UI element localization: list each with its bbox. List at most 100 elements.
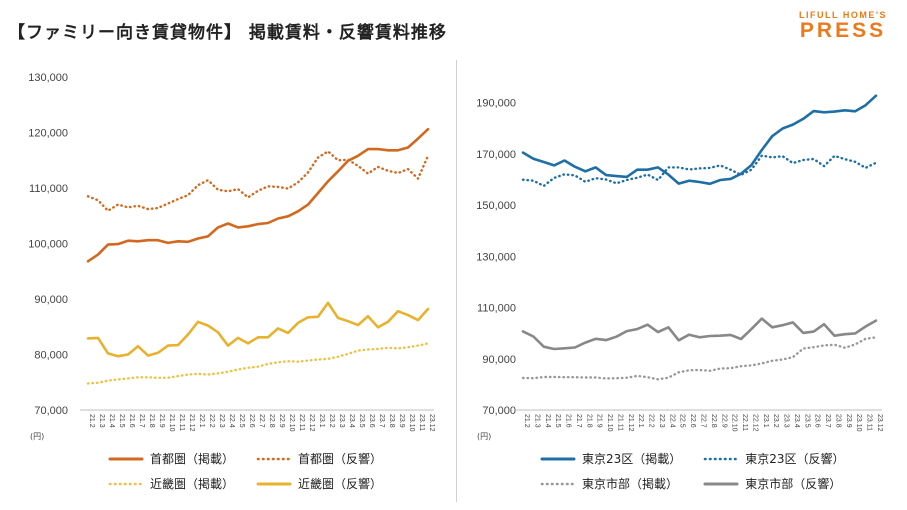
x-tick-label: 21.6 <box>565 414 572 428</box>
x-tick-label: 22.3 <box>658 414 665 428</box>
series-line-1 <box>86 127 430 263</box>
legend-label: 首都圏（掲載） <box>150 452 235 466</box>
x-tick-label: 22.9 <box>720 414 727 428</box>
series-line-2 <box>86 150 430 213</box>
panel-divider <box>456 60 457 502</box>
x-tick-label: 23.4 <box>793 414 800 428</box>
y-tick-label: 100,000 <box>28 239 68 251</box>
series-line-3 <box>521 336 878 381</box>
legend-item: 東京市部（掲載） <box>540 475 681 492</box>
legend-item: 近畿圏（掲載） <box>108 475 234 492</box>
x-tick-label: 21.8 <box>585 414 592 428</box>
legend-item: 首都圏（掲載） <box>108 450 234 467</box>
x-tick-label: 23.9 <box>398 414 405 428</box>
x-tick-label: 23.10 <box>855 414 862 432</box>
page-title: 【ファミリー向き賃貸物件】 掲載賃料・反響賃料推移 <box>8 23 447 43</box>
x-tick-label: 21.9 <box>158 414 165 428</box>
x-tick-label: 23.9 <box>845 414 852 428</box>
y-tick-label: 170,000 <box>476 149 516 161</box>
x-tick-label: 23.6 <box>814 414 821 428</box>
x-tick-label: 23.8 <box>834 414 841 428</box>
x-tick-label: 23.1 <box>318 414 325 428</box>
legend-label: 東京23区（反響） <box>745 452 845 466</box>
x-tick-label: 21.3 <box>533 414 540 428</box>
logo-wordmark: PRESS <box>799 19 887 42</box>
x-tick-label: 22.5 <box>238 414 245 428</box>
legend-item: 東京23区（掲載） <box>540 450 681 467</box>
x-tick-label: 22.5 <box>679 414 686 428</box>
legend-right: 東京23区（掲載） 東京23区（反響） 東京市部（掲載） 東京市部（反響） <box>540 450 845 492</box>
x-tick-label: 21.4 <box>108 414 115 428</box>
legend-left: 首都圏（掲載） 首都圏（反響） 近畿圏（掲載） 近畿圏（反響） <box>108 450 382 492</box>
y-tick-label: 90,000 <box>34 294 68 306</box>
legend-swatch <box>108 457 144 460</box>
y-tick-label: 90,000 <box>482 354 516 366</box>
x-tick-label: 21.12 <box>627 414 634 432</box>
x-tick-label: 21.4 <box>544 414 551 428</box>
legend-swatch <box>703 482 739 485</box>
legend-swatch <box>703 457 739 460</box>
legend-item: 東京市部（反響） <box>703 475 844 492</box>
x-tick-label: 22.8 <box>268 414 275 428</box>
x-tick-label: 22.1 <box>198 414 205 428</box>
x-tick-label: 23.7 <box>378 414 385 428</box>
x-tick-label: 21.10 <box>168 414 175 432</box>
y-tick-label: 150,000 <box>476 200 516 212</box>
series-line-3 <box>86 342 430 385</box>
x-tick-label: 21.5 <box>118 414 125 428</box>
x-tick-label: 21.7 <box>138 414 145 428</box>
x-tick-label: 22.4 <box>668 414 675 428</box>
x-tick-label: 22.2 <box>648 414 655 428</box>
x-tick-label: 21.5 <box>554 414 561 428</box>
x-tick-label: 23.10 <box>408 414 415 432</box>
legend-label: 東京23区（掲載） <box>582 452 682 466</box>
x-tick-label: 22.1 <box>637 414 644 428</box>
legend-label: 東京市部（掲載） <box>582 477 679 491</box>
x-tick-label: 23.8 <box>388 414 395 428</box>
y-tick-label: 70,000 <box>482 405 516 417</box>
x-tick-label: 22.9 <box>278 414 285 428</box>
x-tick-label: 23.5 <box>803 414 810 428</box>
x-tick-label: 23.3 <box>338 414 345 428</box>
x-tick-label: 23.12 <box>876 414 883 432</box>
x-tick-label: 23.11 <box>418 414 425 431</box>
x-tick-label: 21.11 <box>178 414 185 431</box>
y-tick-label: 80,000 <box>34 350 68 362</box>
x-tick-label: 22.8 <box>710 414 717 428</box>
x-tick-label: 23.3 <box>783 414 790 428</box>
chart-2: 70,000 90,000 110,000 130,000 150,000 170,000… <box>476 94 883 441</box>
x-tick-label: 21.11 <box>616 414 623 431</box>
x-tick-label: 21.3 <box>98 414 105 428</box>
series-line-4 <box>521 317 878 351</box>
series-line-4 <box>86 301 430 358</box>
legend-swatch <box>108 482 144 485</box>
x-tick-label: 21.12 <box>188 414 195 432</box>
x-tick-label: 23.4 <box>348 414 355 428</box>
legend-label: 首都圏（反響） <box>298 452 383 466</box>
x-tick-label: 22.4 <box>228 414 235 428</box>
x-tick-label: 21.7 <box>575 414 582 428</box>
x-tick-label: 21.9 <box>596 414 603 428</box>
y-tick-label: 120,000 <box>28 128 68 140</box>
legend-swatch <box>256 457 292 460</box>
x-tick-label: 22.3 <box>218 414 225 428</box>
x-tick-label: 22.11 <box>741 414 748 431</box>
y-tick-label: 70,000 <box>34 405 68 417</box>
x-tick-label: 21.8 <box>148 414 155 428</box>
y-tick-label: 110,000 <box>29 183 68 195</box>
x-tick-label: 22.6 <box>248 414 255 428</box>
logo-tagline: LIFULL HOME'S <box>799 10 887 20</box>
unit-label: (円) <box>30 432 44 441</box>
legend-swatch <box>256 482 292 485</box>
x-tick-label: 22.7 <box>700 414 707 428</box>
x-tick-label: 22.12 <box>751 414 758 432</box>
x-tick-label: 22.6 <box>689 414 696 428</box>
y-tick-label: 190,000 <box>476 98 516 110</box>
x-tick-label: 22.12 <box>308 414 315 432</box>
x-tick-label: 23.12 <box>428 414 435 432</box>
legend-label: 近畿圏（反響） <box>298 477 383 491</box>
series-line-2 <box>521 154 878 188</box>
series-line-1 <box>521 94 878 186</box>
x-tick-label: 23.7 <box>824 414 831 428</box>
